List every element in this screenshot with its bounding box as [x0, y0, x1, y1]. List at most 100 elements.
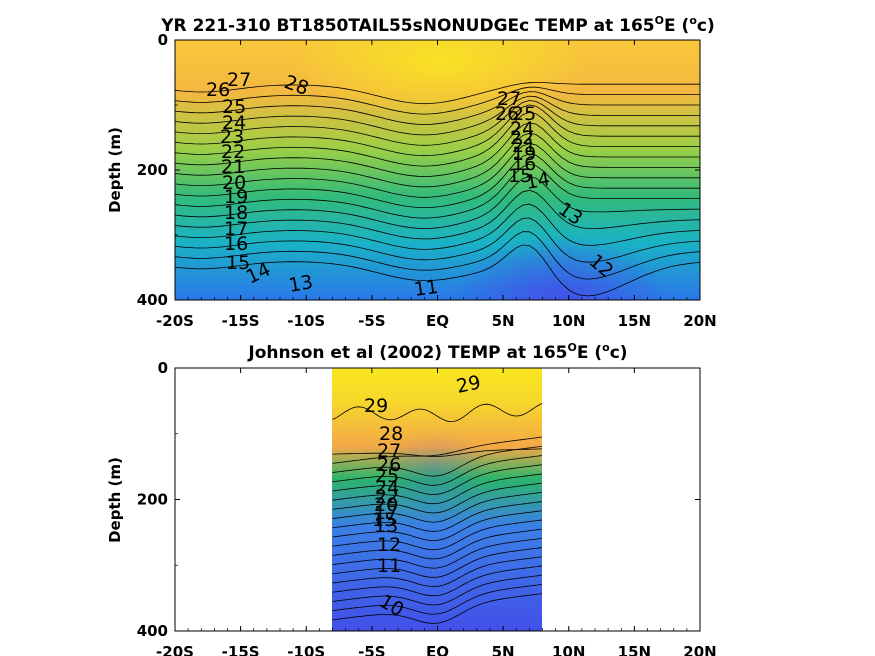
top-clabel-26-north: 26 — [495, 103, 519, 125]
top-clabel-13: 13 — [287, 271, 315, 297]
svg-text:17: 17 — [374, 502, 398, 524]
y-tick-label: 400 — [137, 291, 168, 309]
top-title: YR 221-310 BT1850TAIL55sNONUDGEc TEMP at… — [160, 14, 714, 36]
bottom-contour-labels: 29 29 28 27 26 25 24 13 12 11 10 — [364, 371, 483, 621]
bot-clabel-27: 27 — [377, 440, 401, 462]
top-ticks: -20S -15S -10S -5S EQ 5N 10N 15N 20N 0 200 400 — [137, 31, 717, 330]
contour-27 — [175, 86, 700, 115]
y-tick-label: 0 — [158, 359, 168, 377]
bot-clabel-25: 25 — [375, 465, 399, 487]
top-clabel-17: 17 — [224, 218, 248, 240]
contour-18 — [332, 519, 542, 551]
contour-26 — [332, 445, 542, 477]
bot-clabel-29-left: 29 — [364, 395, 388, 417]
x-tick-label: 5N — [492, 643, 515, 656]
top-front-label-cluster: 24 22 21 19 — [510, 118, 536, 165]
contour-27 — [332, 436, 542, 464]
top-clabel-27: 27 — [227, 69, 251, 91]
contour-21 — [332, 491, 542, 523]
x-tick-label: 5N — [492, 312, 515, 330]
x-tick-label: -20S — [156, 312, 194, 330]
top-clabel-19: 19 — [224, 186, 248, 208]
top-ylabel: Depth (m) — [106, 127, 124, 213]
bottom-ylabel: Depth (m) — [106, 457, 124, 543]
contour-19 — [175, 143, 700, 198]
contour-14 — [332, 556, 542, 587]
bot-clabel-29-right: 29 — [454, 371, 482, 398]
contour-23 — [332, 473, 542, 505]
contour-20 — [332, 501, 542, 532]
y-tick-label: 400 — [137, 622, 168, 640]
contour-13 — [175, 217, 700, 263]
top-clabel-26: 26 — [206, 79, 230, 101]
top-clabel-25: 25 — [222, 96, 246, 118]
contour-12 — [332, 574, 542, 606]
x-tick-label: -10S — [287, 312, 325, 330]
x-tick-label: -15S — [222, 643, 260, 656]
top-cold-core — [450, 235, 670, 300]
bot-clabel-12: 12 — [377, 534, 401, 556]
x-tick-label: EQ — [426, 643, 449, 656]
contour-12 — [175, 231, 700, 280]
top-clabel-23: 23 — [220, 126, 244, 148]
contour-23 — [175, 104, 700, 157]
contour-24 — [332, 464, 542, 495]
contour-17 — [175, 163, 700, 219]
bottom-front-label-cluster: 22 20 17 15 — [372, 486, 399, 531]
contour-16 — [332, 537, 542, 569]
top-clabel-15-north: 15 — [508, 165, 532, 187]
top-clabel-14-north: 14 — [524, 168, 552, 194]
top-clabel-15: 15 — [226, 252, 250, 274]
top-contours — [175, 82, 700, 297]
contour-29 — [332, 403, 542, 423]
x-tick-label: 20N — [683, 643, 716, 656]
contour-25 — [332, 455, 542, 486]
top-panel: -20S -15S -10S -5S EQ 5N 10N 15N 20N 0 200 400 YR 2… — [106, 14, 717, 330]
x-tick-label: -5S — [358, 643, 385, 656]
svg-text:20: 20 — [374, 494, 398, 516]
x-tick-label: -5S — [358, 312, 385, 330]
bot-clabel-11: 11 — [377, 555, 401, 577]
contour-26 — [175, 91, 700, 125]
contour-22 — [175, 111, 700, 167]
x-tick-label: 10N — [552, 312, 585, 330]
x-tick-label: -10S — [287, 643, 325, 656]
bottom-ticks: -20S -15S -10S -5S EQ 5N 10N 15N 20N 0 200 400 — [137, 359, 717, 656]
bot-clabel-28: 28 — [379, 423, 403, 445]
top-clabel-20: 20 — [222, 172, 246, 194]
bottom-panel: -20S -15S -10S -5S EQ 5N 10N 15N 20N 0 200 400 John… — [106, 341, 717, 656]
top-warm-pool — [290, 40, 590, 120]
contour-20 — [175, 132, 700, 188]
contour-15 — [332, 547, 542, 578]
top-clabel-27-north: 27 — [497, 88, 521, 110]
bot-clabel-26: 26 — [377, 454, 401, 476]
top-clabel-21: 21 — [221, 156, 245, 178]
top-clabel-22: 22 — [221, 141, 245, 163]
contour-25 — [175, 95, 700, 136]
top-clabel-24: 24 — [222, 112, 246, 134]
svg-text:21: 21 — [512, 135, 536, 157]
contour-17 — [332, 528, 542, 560]
x-tick-label: 10N — [552, 643, 585, 656]
bot-clabel-13: 13 — [374, 515, 398, 537]
contour-13 — [332, 565, 542, 597]
top-clabel-25-north: 25 — [512, 103, 536, 125]
x-tick-label: -20S — [156, 643, 194, 656]
contour-14 — [175, 203, 700, 250]
svg-text:15: 15 — [372, 509, 396, 531]
contour-18 — [175, 153, 700, 209]
top-clabel-16: 16 — [224, 233, 248, 255]
x-tick-label: EQ — [426, 312, 449, 330]
contour-19 — [332, 510, 542, 541]
contour-11 — [332, 583, 542, 615]
contour-24 — [175, 100, 700, 146]
y-tick-label: 200 — [137, 161, 168, 179]
y-tick-label: 200 — [137, 491, 168, 509]
bottom-title: Johnson et al (2002) TEMP at 165OE (oc) — [247, 341, 627, 363]
svg-text:24: 24 — [510, 118, 534, 140]
y-tick-label: 0 — [158, 31, 168, 49]
bottom-contours — [332, 403, 542, 624]
contour-10 — [332, 593, 542, 624]
svg-text:22: 22 — [510, 127, 534, 149]
